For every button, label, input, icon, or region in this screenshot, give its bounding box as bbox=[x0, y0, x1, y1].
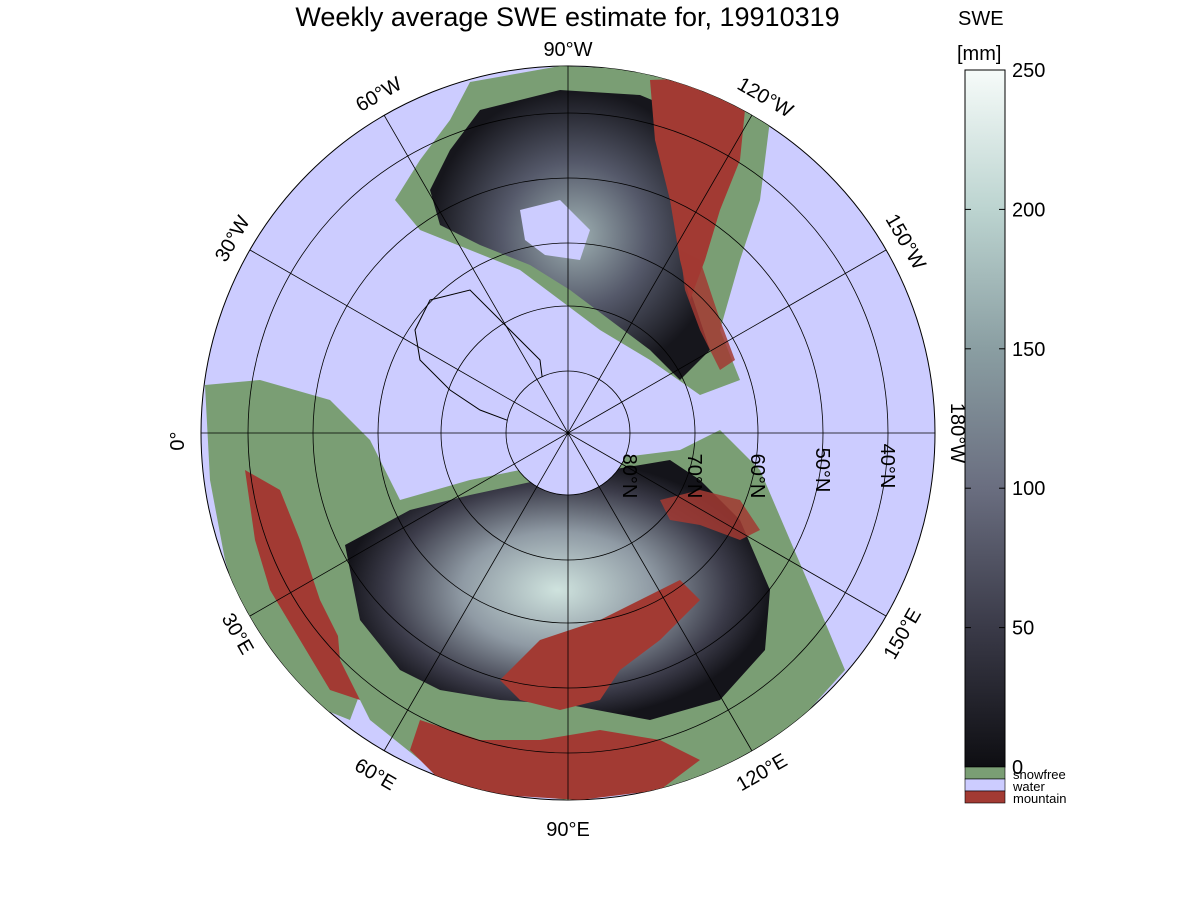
lon-label-90w: 90°W bbox=[543, 39, 592, 61]
map-title: Weekly average SWE estimate for, 1991031… bbox=[295, 2, 840, 32]
lat-label-50n: 50°N bbox=[811, 448, 833, 493]
colorbar-title: SWE bbox=[958, 8, 1004, 30]
hudson-bay bbox=[520, 200, 590, 260]
meridian-150w-30e bbox=[249, 249, 887, 617]
colorbar-tick-label: 0 bbox=[1012, 757, 1023, 779]
legend-label-water: water bbox=[1012, 779, 1045, 794]
legend-label-snowfree: snowfree bbox=[1013, 767, 1066, 782]
colorbar-tick-label: 100 bbox=[1012, 478, 1045, 500]
legend-label-mountain: mountain bbox=[1013, 791, 1066, 806]
legend-swatch-mountain bbox=[964, 790, 1006, 804]
lon-label-180w: 180°W bbox=[946, 403, 968, 463]
lon-label-0: 0° bbox=[167, 431, 189, 450]
eurasia-swe bbox=[345, 460, 770, 720]
lon-label-60e: 60°E bbox=[351, 754, 400, 795]
colorbar-unit: [mm] bbox=[957, 43, 1001, 65]
siberia-mountains bbox=[500, 580, 700, 710]
colorbar-tick-label: 150 bbox=[1012, 339, 1045, 361]
central-asia-mountains bbox=[410, 720, 700, 800]
lat-label-40n: 40°N bbox=[876, 444, 898, 489]
europe-mountains bbox=[245, 470, 360, 700]
lon-label-90e: 90°E bbox=[546, 819, 590, 841]
colorbar-tick-label: 200 bbox=[1012, 199, 1045, 221]
graticule bbox=[201, 66, 935, 800]
rockies-mountains bbox=[680, 250, 735, 370]
alaska-mountains bbox=[650, 78, 745, 300]
lat-label-70n: 70°N bbox=[683, 454, 705, 499]
lat-label-60n: 60°N bbox=[746, 454, 768, 499]
colorbar-tick-label: 50 bbox=[1012, 618, 1034, 640]
lat-label-80n: 80°N bbox=[618, 454, 640, 499]
colorbar-tick-label: 250 bbox=[1012, 60, 1045, 82]
colorbar-ticks: 0 50 100 150 200 250 bbox=[965, 60, 1045, 779]
colorbar-gradient bbox=[964, 69, 1006, 768]
legend-swatch-water bbox=[964, 778, 1006, 792]
legend-swatch-snowfree bbox=[964, 766, 1006, 780]
